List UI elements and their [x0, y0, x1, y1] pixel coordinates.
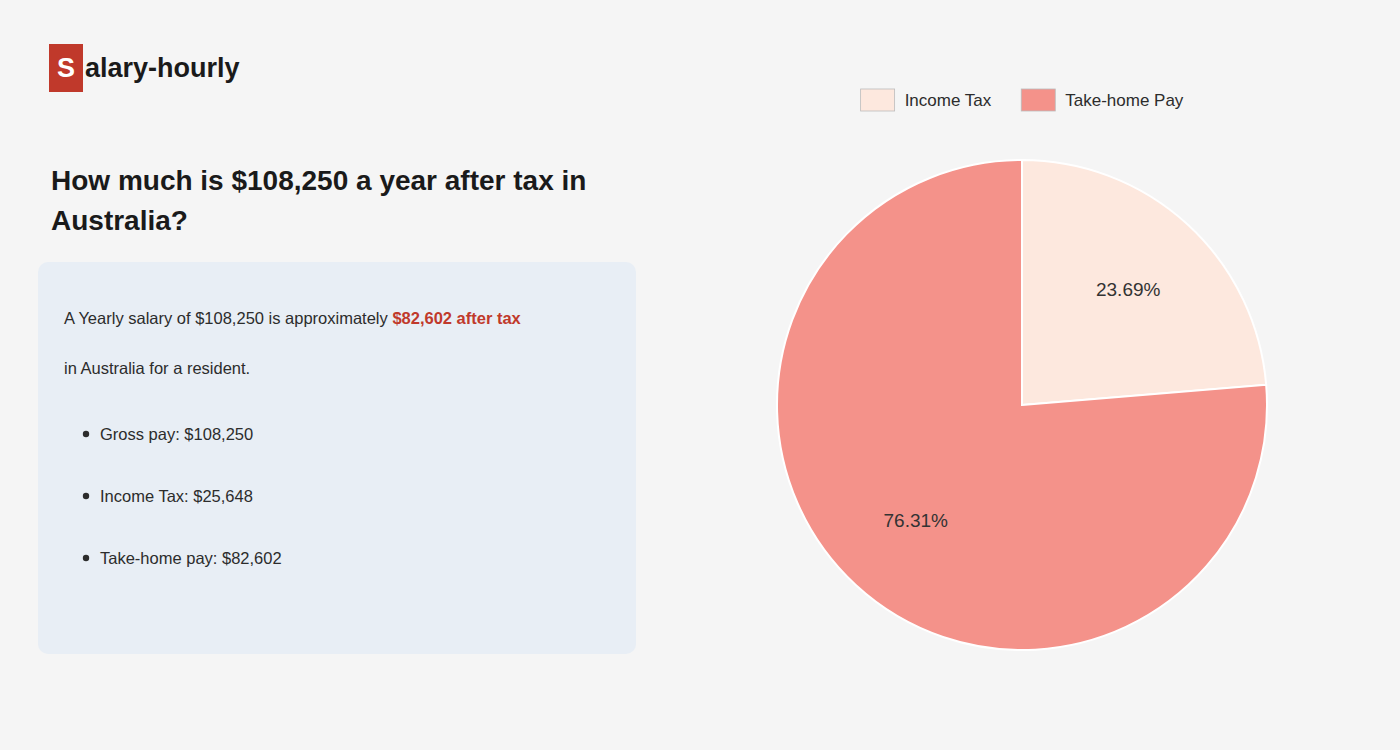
- bullet-dot: [83, 431, 89, 437]
- legend: Income Tax Take-home Pay: [861, 89, 1184, 111]
- info-box: [38, 262, 636, 654]
- data-label: 76.31%: [884, 510, 949, 531]
- summary-highlight: $82,602 after tax: [392, 309, 521, 327]
- pie-slice: [1022, 160, 1266, 405]
- bullet-item: Gross pay: $108,250: [100, 425, 253, 443]
- background: [0, 0, 1400, 750]
- logo-text: alary-hourly: [85, 53, 240, 83]
- summary-line: A Yearly salary of $108,250 is approxima…: [64, 309, 522, 327]
- bullet-item: Take-home pay: $82,602: [100, 549, 282, 567]
- legend-swatch: [861, 89, 895, 111]
- data-label: 23.69%: [1096, 279, 1161, 300]
- legend-swatch: [1021, 89, 1055, 111]
- bullet-dot: [83, 555, 89, 561]
- bullet-dot: [83, 493, 89, 499]
- pie-slice: [777, 160, 1267, 650]
- summary-end: in Australia for a resident.: [64, 359, 250, 377]
- legend-entry: Income Tax: [905, 91, 992, 110]
- summary-plain: A Yearly salary of $108,250 is approxima…: [64, 309, 392, 327]
- pie: [777, 160, 1267, 650]
- chart-root: Salary-hourly How much is $108,250 a year…: [0, 0, 1400, 750]
- logo-box: [49, 44, 83, 92]
- title-line: Australia?: [51, 205, 188, 236]
- logo-letter: S: [57, 53, 75, 83]
- legend-entry: Take-home Pay: [1065, 91, 1184, 110]
- title: How much is $108,250 a year after tax in…: [51, 165, 586, 236]
- bullet-item: Income Tax: $25,648: [100, 487, 253, 505]
- title-line: How much is $108,250 a year after tax in: [51, 165, 586, 196]
